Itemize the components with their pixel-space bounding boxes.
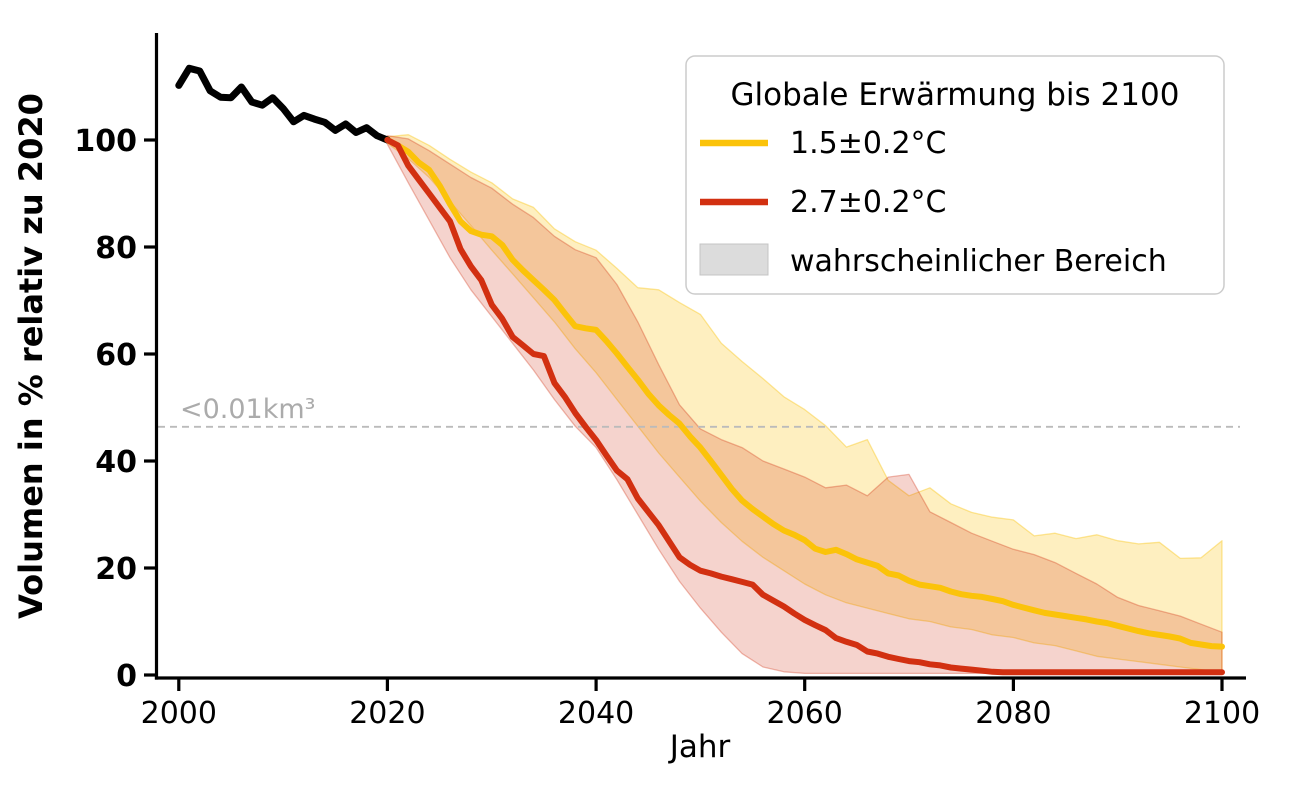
x-tick-label: 2100: [1184, 696, 1260, 731]
y-tick-label: 100: [74, 124, 137, 159]
y-tick-label: 60: [95, 338, 137, 373]
legend-entry-15: 1.5±0.2°C: [790, 126, 947, 161]
threshold-layer: <0.01km³: [158, 394, 1240, 428]
x-axis-label: Jahr: [668, 729, 731, 765]
y-tick-label: 80: [95, 231, 137, 266]
legend-frame: [685, 55, 1225, 295]
y-axis-ticks: 0 20 40 60 80 100: [74, 124, 157, 694]
x-tick-label: 2080: [975, 696, 1051, 731]
y-axis-label: Volumen in % relativ zu 2020: [12, 93, 50, 619]
threshold-label: <0.01km³: [180, 394, 316, 425]
x-tick-label: 2000: [141, 696, 217, 731]
observed-line: [175, 64, 391, 144]
legend-title: Globale Erwärmung bis 2100: [731, 77, 1180, 113]
legend-swatch-likely-range-patch: [699, 243, 769, 276]
x-tick-label: 2060: [767, 696, 843, 731]
legend: Globale Erwärmung bis 2100 1.5±0.2°C 2.7…: [685, 55, 1225, 295]
x-axis-ticks: 2000 2020 2040 2060 2080 2100: [141, 678, 1260, 731]
legend-entry-likely-range: wahrscheinlicher Bereich: [790, 244, 1167, 279]
scenario-15-line: [384, 137, 1225, 650]
data-lines: [175, 64, 1225, 676]
scenario-27-line: [384, 137, 1225, 676]
legend-entry-27: 2.7±0.2°C: [790, 185, 947, 220]
y-tick-label: 0: [116, 659, 137, 694]
y-tick-label: 20: [95, 552, 137, 587]
y-tick-label: 40: [95, 445, 137, 480]
x-tick-label: 2040: [558, 696, 634, 731]
x-tick-label: 2020: [349, 696, 425, 731]
